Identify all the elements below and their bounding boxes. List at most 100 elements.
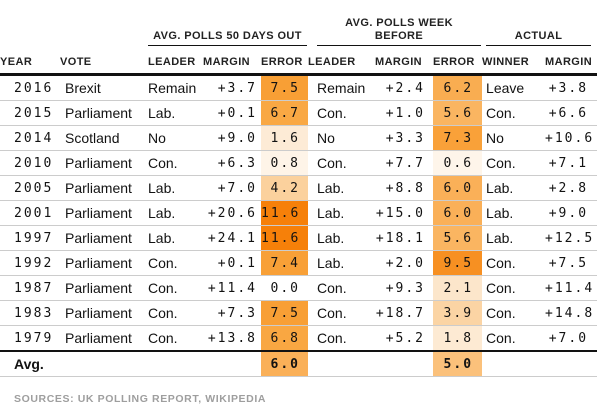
table-row: 1997 Parliament Lab. +24.1 11.6 Lab. +18.1 5.6 L… — [0, 225, 598, 251]
vote-cell: Parliament — [60, 175, 148, 201]
error-week-before-cell: 3.9 — [433, 300, 483, 326]
average-empty-1 — [148, 350, 261, 377]
leader-week-before-cell: Lab. — [308, 225, 376, 251]
column-header-margin-week: MARGIN — [375, 46, 434, 76]
error-week-before-cell: 6.2 — [433, 74, 483, 101]
leader-50-days-cell: Con. — [148, 150, 203, 176]
margin-week-before-cell: +8.8 — [375, 175, 434, 201]
year-cell: 2014 — [0, 125, 60, 151]
winner-cell: Lab. — [482, 200, 546, 226]
average-row: Avg. 6.0 5.0 — [0, 350, 598, 377]
average-empty-2 — [308, 350, 434, 377]
winner-cell: Con. — [482, 275, 546, 301]
error-50-days-cell: 1.6 — [261, 125, 309, 151]
column-header-vote: VOTE — [60, 46, 148, 76]
margin-actual-cell: +12.5 — [545, 225, 598, 251]
average-empty-3 — [482, 350, 598, 377]
margin-50-days-cell: +20.6 — [203, 200, 261, 226]
year-cell: 2010 — [0, 150, 60, 176]
error-50-days-cell: 4.2 — [261, 175, 309, 201]
year-cell: 2015 — [0, 100, 60, 126]
group-label-actual: ACTUAL — [514, 29, 563, 42]
margin-50-days-cell: +3.7 — [203, 74, 261, 101]
error-week-before-cell: 7.3 — [433, 125, 483, 151]
margin-week-before-cell: +1.0 — [375, 100, 434, 126]
leader-50-days-cell: Lab. — [148, 100, 203, 126]
margin-50-days-cell: +9.0 — [203, 125, 261, 151]
polling-error-table-figure: AVG. POLLS 50 DAYS OUT AVG. POLLS WEEK B… — [0, 8, 609, 412]
column-header-leader-50: LEADER — [148, 46, 203, 76]
error-week-before-cell: 5.6 — [433, 225, 483, 251]
table-row: 1983 Parliament Con. +7.3 7.5 Con. +18.7 3.9 Con… — [0, 300, 598, 326]
average-error-week-cell: 5.0 — [433, 350, 483, 377]
error-week-before-cell: 6.0 — [433, 175, 483, 201]
vote-cell: Parliament — [60, 275, 148, 301]
leader-week-before-cell: Lab. — [308, 250, 376, 276]
leader-50-days-cell: Remain — [148, 74, 203, 101]
vote-cell: Brexit — [60, 74, 148, 101]
table-row: 1987 Parliament Con. +11.4 0.0 Con. +9.3 2.1 Con… — [0, 275, 598, 301]
error-50-days-cell: 7.5 — [261, 74, 309, 101]
winner-cell: Con. — [482, 150, 546, 176]
vote-cell: Parliament — [60, 200, 148, 226]
winner-cell: Leave — [482, 74, 546, 101]
table-row: 1979 Parliament Con. +13.8 6.8 Con. +5.2 1.8 Con… — [0, 325, 598, 352]
year-cell: 1979 — [0, 325, 60, 352]
error-week-before-cell: 9.5 — [433, 250, 483, 276]
year-cell: 1997 — [0, 225, 60, 251]
column-header-error-50: ERROR — [261, 46, 309, 76]
margin-week-before-cell: +5.2 — [375, 325, 434, 352]
column-header-year: YEAR — [0, 46, 60, 76]
leader-week-before-cell: No — [308, 125, 376, 151]
margin-week-before-cell: +2.0 — [375, 250, 434, 276]
leader-week-before-cell: Remain — [308, 74, 376, 101]
error-week-before-cell: 2.1 — [433, 275, 483, 301]
winner-cell: Con. — [482, 300, 546, 326]
error-50-days-cell: 0.0 — [261, 275, 309, 301]
error-50-days-cell: 7.4 — [261, 250, 309, 276]
error-50-days-cell: 0.8 — [261, 150, 309, 176]
vote-cell: Parliament — [60, 225, 148, 251]
leader-week-before-cell: Lab. — [308, 175, 376, 201]
table-row: 2001 Parliament Lab. +20.6 11.6 Lab. +15.0 6.0 L… — [0, 200, 598, 226]
table-row: 2016 Brexit Remain +3.7 7.5 Remain +2.4 6.2 Leav… — [0, 74, 598, 101]
group-header-row: AVG. POLLS 50 DAYS OUT AVG. POLLS WEEK B… — [0, 8, 597, 46]
column-header-leader-week: LEADER — [308, 46, 376, 76]
year-cell: 2016 — [0, 74, 60, 101]
average-error-50-cell: 6.0 — [261, 350, 309, 377]
margin-actual-cell: +2.8 — [545, 175, 598, 201]
margin-week-before-cell: +3.3 — [375, 125, 434, 151]
group-header-spacer — [0, 8, 148, 46]
year-cell: 1992 — [0, 250, 60, 276]
source-note: SOURCES: UK POLLING REPORT, WIKIPEDIA — [14, 393, 267, 405]
column-header-winner: WINNER — [482, 46, 546, 76]
error-50-days-cell: 6.7 — [261, 100, 309, 126]
margin-actual-cell: +7.5 — [545, 250, 598, 276]
margin-week-before-cell: +18.7 — [375, 300, 434, 326]
margin-week-before-cell: +15.0 — [375, 200, 434, 226]
vote-cell: Parliament — [60, 325, 148, 352]
average-label: Avg. — [0, 350, 148, 377]
winner-cell: Con. — [482, 325, 546, 352]
column-header-error-week: ERROR — [433, 46, 483, 76]
error-week-before-cell: 5.6 — [433, 100, 483, 126]
error-week-before-cell: 1.8 — [433, 325, 483, 352]
error-50-days-cell: 7.5 — [261, 300, 309, 326]
margin-50-days-cell: +11.4 — [203, 275, 261, 301]
year-cell: 1983 — [0, 300, 60, 326]
year-cell: 2001 — [0, 200, 60, 226]
leader-50-days-cell: Lab. — [148, 225, 203, 251]
error-week-before-cell: 6.0 — [433, 200, 483, 226]
vote-cell: Parliament — [60, 100, 148, 126]
leader-week-before-cell: Con. — [308, 275, 376, 301]
winner-cell: No — [482, 125, 546, 151]
margin-50-days-cell: +13.8 — [203, 325, 261, 352]
error-50-days-cell: 6.8 — [261, 325, 309, 352]
error-50-days-cell: 11.6 — [261, 200, 309, 226]
leader-50-days-cell: Con. — [148, 250, 203, 276]
margin-actual-cell: +3.8 — [545, 74, 598, 101]
error-week-before-cell: 0.6 — [433, 150, 483, 176]
leader-week-before-cell: Con. — [308, 100, 376, 126]
year-cell: 2005 — [0, 175, 60, 201]
margin-actual-cell: +7.1 — [545, 150, 598, 176]
